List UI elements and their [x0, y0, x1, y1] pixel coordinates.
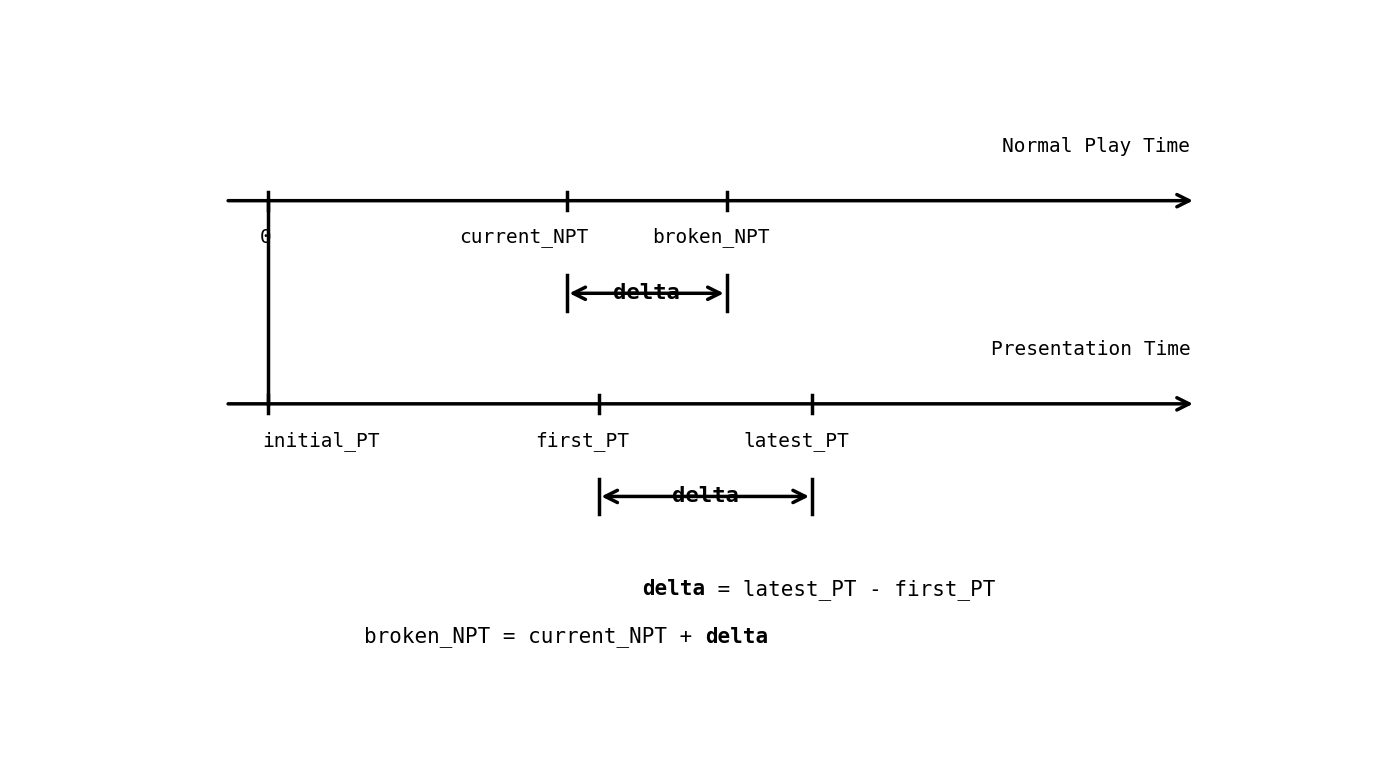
Text: current_NPT: current_NPT	[460, 227, 589, 247]
Text: initial_PT: initial_PT	[263, 431, 380, 451]
Text: Presentation Time: Presentation Time	[991, 340, 1190, 359]
Text: Normal Play Time: Normal Play Time	[1002, 137, 1190, 156]
Text: latest_PT: latest_PT	[743, 431, 849, 451]
Text: broken_NPT = current_NPT +: broken_NPT = current_NPT +	[365, 626, 706, 647]
Text: = latest_PT - first_PT: = latest_PT - first_PT	[706, 579, 996, 600]
Text: broken_NPT: broken_NPT	[652, 227, 769, 248]
Text: first_PT: first_PT	[535, 431, 630, 451]
Text: delta: delta	[643, 579, 706, 599]
Text: delta: delta	[706, 627, 768, 647]
Text: 0: 0	[260, 227, 271, 247]
Text: delta: delta	[671, 487, 739, 507]
Text: delta: delta	[614, 283, 680, 303]
